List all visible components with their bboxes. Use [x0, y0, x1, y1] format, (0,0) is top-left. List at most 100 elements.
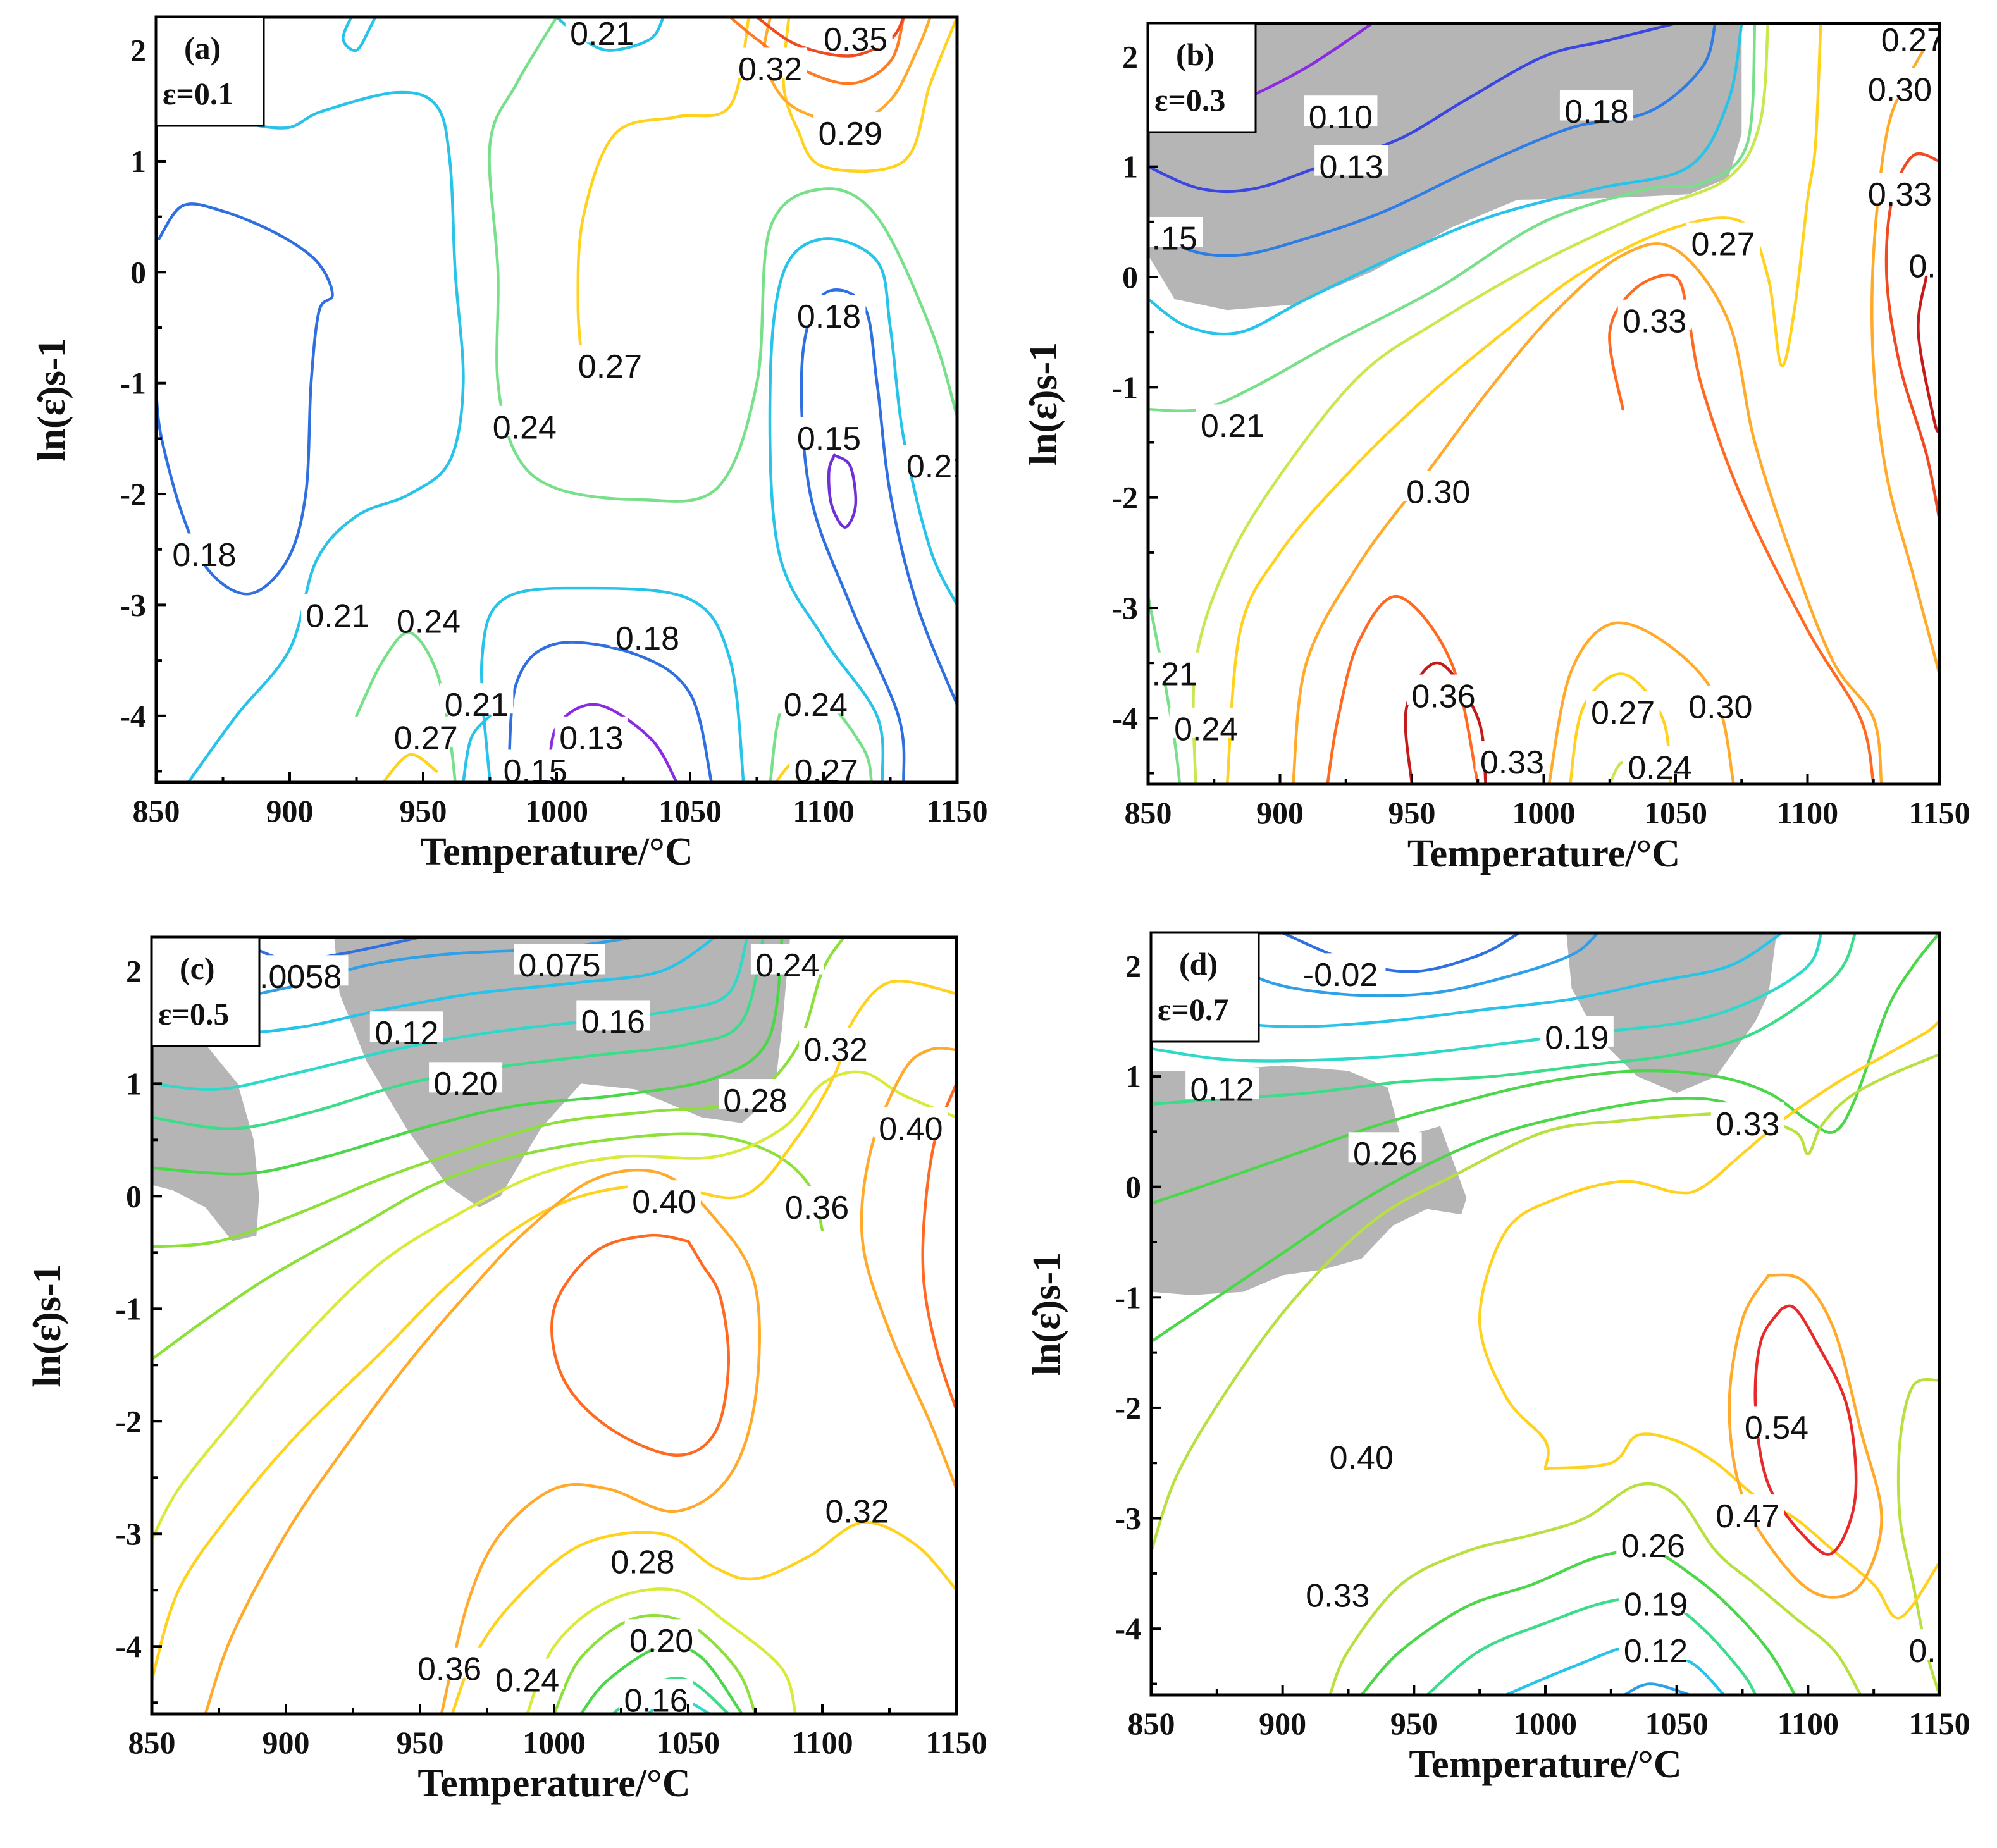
contour-label: 0.18	[610, 617, 684, 657]
contour-label-bg	[1401, 470, 1475, 501]
contour-label-bg	[1863, 173, 1937, 204]
contour-label: 0.24	[750, 944, 824, 984]
panel-label-box	[1150, 932, 1260, 1043]
contour-label-bg	[1619, 1582, 1693, 1613]
contour-label: 0.2	[1903, 1629, 1939, 1670]
contour-label-text: 0.27	[1591, 694, 1655, 731]
contour-label: 0.54	[1740, 1406, 1814, 1446]
contour-line	[1478, 1019, 1939, 1470]
panel-label: (a)	[184, 30, 221, 66]
contour-line	[1328, 1482, 1862, 1695]
contour-label-text: 0.18	[797, 299, 861, 335]
contour-line	[156, 202, 334, 596]
contour-label-bg	[1407, 674, 1481, 705]
contour-label-bg	[1540, 1016, 1614, 1047]
plot-area: -0.0058 0.075 0.240.12 0.160.320.20 0.280.40…	[152, 937, 956, 1714]
contour-label-bg	[627, 1180, 701, 1211]
x-tick-label: 1000	[525, 793, 588, 829]
contour-label-bg	[498, 749, 572, 780]
contour-label: 0.27	[389, 716, 463, 757]
y-tick-label: 2	[1122, 39, 1138, 74]
x-tick-label: 1100	[791, 1725, 853, 1760]
contour-label: 0.28	[719, 1079, 792, 1119]
contour-label-bg	[1301, 1574, 1375, 1605]
plot-area: -0.02 0.19 0.12 0.33 0.26 0.54 0.40 0.47 0.26 0.3…	[1151, 933, 1939, 1695]
contour-label-bg	[576, 1000, 650, 1031]
contour-label: 0.24	[392, 600, 466, 640]
x-tick-label: 1150	[926, 793, 987, 829]
x-tick-label: 1150	[1908, 795, 1970, 830]
contour-label: 0.24	[488, 405, 562, 447]
contour-label: .21	[1148, 652, 1203, 693]
contour-label-bg	[789, 749, 863, 780]
contour-label-text: 0.33	[1480, 744, 1544, 781]
contour-line	[1404, 661, 1488, 784]
contour-label-bg	[1295, 953, 1386, 984]
contour-label-text: 0.32	[804, 1032, 868, 1069]
contour-label: 0.36	[1407, 674, 1481, 715]
y-tick-label: -2	[120, 476, 146, 512]
contour-line	[1360, 1549, 1796, 1695]
y-tick-label: -4	[115, 1629, 142, 1664]
contour-label-text: 0.20	[433, 1066, 497, 1102]
contour-label-text: 0.13	[1319, 149, 1383, 185]
y-axis-label: ln(ε̇)s-1	[1022, 342, 1065, 465]
contour-line	[152, 937, 749, 1092]
contour-label: 0.30	[1863, 68, 1937, 108]
contour-label: 0.27	[573, 345, 647, 385]
contour-label-text: 0.16	[581, 1004, 645, 1040]
contour-label: 0.21	[1196, 404, 1270, 445]
y-tick-label: 0	[1125, 1169, 1141, 1205]
contour-line	[1281, 933, 1521, 973]
x-tick-label: 850	[1128, 1706, 1175, 1741]
contour-label: 0.35	[819, 18, 893, 58]
contour-label-text: 0.27	[794, 753, 858, 790]
contour-line	[526, 1587, 797, 1714]
contour-line	[1292, 242, 1883, 784]
contour-line	[1884, 152, 1939, 521]
contour-label-bg	[1304, 95, 1378, 126]
contour-label-text: 0.40	[1330, 1439, 1394, 1476]
contour-label-text: .15	[1152, 221, 1197, 257]
contour-label-bg	[719, 1079, 792, 1110]
contour-line	[1568, 672, 1672, 784]
contour-label: 0.29	[813, 112, 887, 152]
contour-label-bg	[565, 17, 639, 43]
contour-label: 0.27	[1586, 691, 1660, 731]
contour-line	[1623, 1682, 1691, 1695]
x-tick-label: 1050	[1644, 795, 1707, 830]
panel-b: 0.270.180.100.300.130.330.27.150.30.330.…	[1022, 22, 1970, 875]
panel-label-box	[1147, 22, 1257, 133]
panel-label: (b)	[1176, 37, 1215, 72]
contour-label-text: 0.15	[504, 753, 567, 790]
contour-label-bg	[440, 683, 514, 714]
x-tick-label: 900	[266, 793, 314, 829]
contour-line	[381, 753, 438, 782]
panel-label: (c)	[180, 951, 215, 986]
x-tick-label: 1150	[1908, 1706, 1970, 1741]
y-tick-label: -1	[115, 1291, 142, 1326]
contour-label: 0.26	[1616, 1524, 1690, 1565]
contour-label: 0.32	[799, 1028, 873, 1069]
contour-line	[488, 17, 957, 503]
contour-line	[1148, 23, 1743, 336]
panel-label-box	[151, 936, 261, 1047]
y-tick-label: -1	[1115, 1279, 1141, 1315]
contour-label-text: 0.40	[632, 1184, 696, 1221]
y-tick-label: 0	[126, 1178, 142, 1214]
y-axis-label: ln(ε̇)s-1	[1025, 1252, 1068, 1376]
contour-line	[152, 1132, 824, 1361]
x-tick-label: 1000	[1514, 1706, 1577, 1741]
contour-line	[480, 586, 745, 782]
contour-line	[1870, 23, 1939, 675]
x-tick-label: 950	[1388, 795, 1436, 830]
contour-label-text: 0.24	[397, 603, 461, 640]
contour-label-bg	[369, 1011, 443, 1042]
contour-line	[1225, 23, 1822, 784]
contour-label-bg	[1148, 652, 1203, 683]
y-tick-label: 1	[1122, 149, 1138, 185]
contour-label-text: 0.32	[825, 1493, 889, 1530]
contour-label-bg	[167, 533, 241, 564]
contour-label: 0.24	[779, 683, 853, 724]
